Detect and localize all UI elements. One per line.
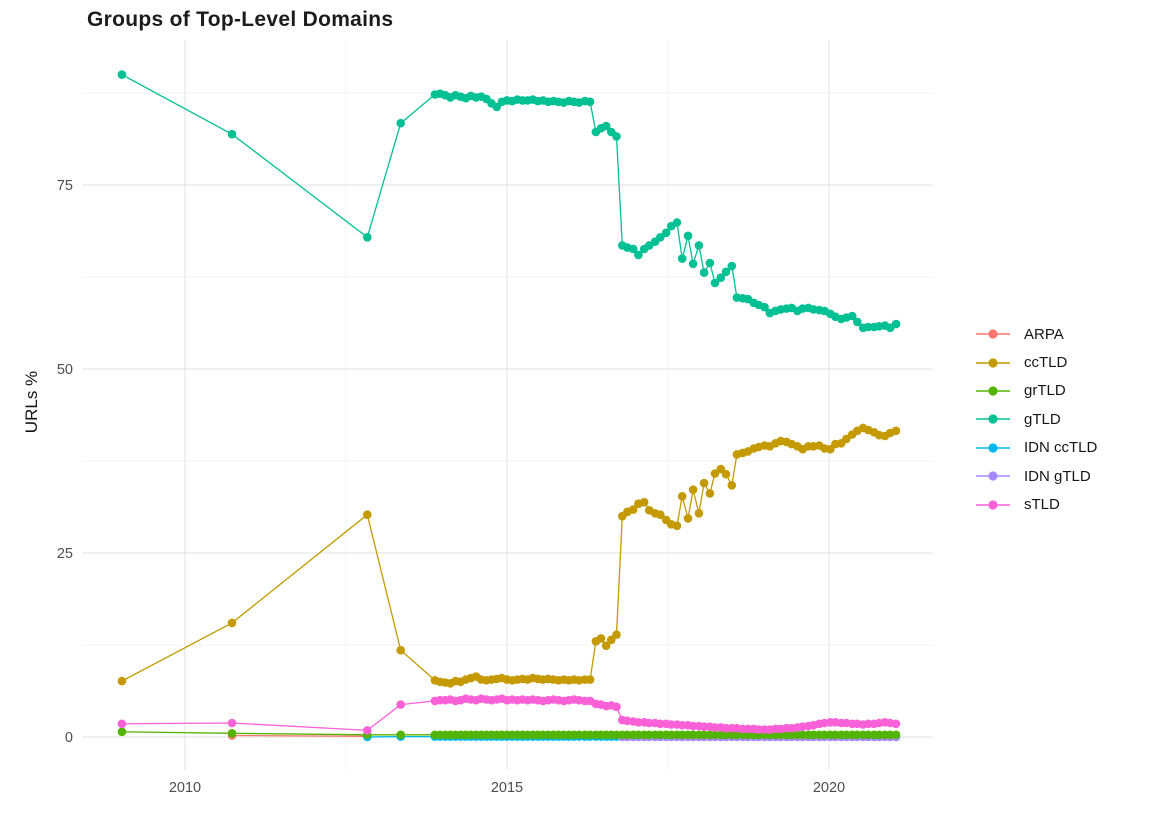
data-point: [612, 702, 621, 712]
legend: ARPA ccTLD grTLD gTLD IDN ccTLD IDN gTLD sTLD: [976, 320, 1097, 519]
legend-item-idn-gtld: IDN gTLD: [976, 462, 1097, 490]
data-point: [672, 218, 682, 227]
data-point: [585, 675, 595, 684]
data-point: [677, 492, 687, 501]
series-cctld: [117, 423, 901, 688]
legend-key-icon: [976, 329, 1010, 339]
x-tick-label: 2020: [813, 780, 845, 796]
series-line: [231, 734, 368, 737]
legend-label: IDN ccTLD: [1024, 439, 1098, 457]
legend-label: gTLD: [1024, 410, 1061, 428]
legend-key-icon: [976, 414, 1010, 424]
data-point: [891, 730, 901, 740]
data-point: [396, 700, 406, 709]
data-point: [683, 514, 693, 523]
data-point: [710, 278, 720, 288]
legend-label: ccTLD: [1024, 354, 1068, 372]
data-point: [117, 727, 127, 737]
data-point: [596, 634, 606, 643]
legend-item-idn-cctld: IDN ccTLD: [976, 434, 1097, 462]
data-point: [363, 510, 372, 519]
legend-item-grtld: grTLD: [976, 377, 1097, 405]
data-point: [661, 228, 671, 238]
legend-label: grTLD: [1024, 382, 1066, 400]
data-point: [363, 726, 372, 735]
y-tick-label: 75: [57, 178, 73, 194]
data-point: [601, 641, 611, 650]
series-arpa: [227, 731, 372, 741]
y-tick-label: 50: [57, 362, 73, 378]
series-line: [121, 74, 897, 329]
data-point: [227, 729, 237, 738]
data-point: [672, 521, 682, 531]
data-point: [634, 250, 643, 260]
legend-key-icon: [976, 443, 1010, 453]
legend-key-icon: [976, 471, 1010, 481]
data-point: [363, 233, 372, 242]
data-point: [585, 97, 595, 107]
data-point: [683, 231, 693, 241]
data-point: [117, 70, 127, 79]
data-point: [656, 233, 665, 242]
series-grtld: [117, 727, 901, 740]
data-point: [705, 258, 715, 268]
data-point: [601, 121, 611, 131]
data-point: [628, 244, 638, 254]
data-point: [699, 268, 709, 277]
data-point: [694, 241, 704, 250]
data-point: [639, 497, 649, 507]
data-point: [612, 630, 621, 639]
chart-title: Groups of Top-Level Domains: [87, 8, 394, 31]
legend-label: ARPA: [1024, 325, 1064, 343]
data-point: [891, 319, 901, 329]
data-point: [612, 132, 621, 141]
data-point: [628, 505, 638, 514]
legend-item-cctld: ccTLD: [976, 348, 1097, 376]
legend-key-icon: [976, 499, 1010, 510]
legend-label: sTLD: [1024, 496, 1060, 514]
data-point: [396, 645, 406, 655]
legend-item-arpa: ARPA: [976, 320, 1097, 348]
data-point: [699, 478, 709, 488]
data-point: [396, 730, 406, 740]
data-point: [853, 317, 862, 327]
data-point: [227, 618, 237, 628]
x-tick-label: 2015: [491, 780, 523, 796]
data-point: [117, 719, 127, 729]
data-point: [891, 426, 901, 436]
data-point: [656, 510, 665, 519]
series-stld: [117, 694, 901, 735]
y-tick-label: 0: [65, 730, 73, 746]
data-point: [721, 267, 731, 277]
data-point: [688, 485, 698, 495]
data-point: [705, 489, 715, 498]
data-point: [117, 676, 127, 686]
series-gtld: [117, 70, 901, 333]
data-point: [847, 311, 857, 321]
legend-key-icon: [976, 357, 1010, 368]
data-point: [716, 273, 726, 283]
data-point: [891, 719, 901, 729]
y-tick-label: 25: [57, 546, 73, 562]
data-point: [227, 718, 237, 728]
data-point: [677, 254, 687, 263]
data-point: [688, 259, 698, 269]
x-tick-label: 2010: [169, 780, 201, 796]
legend-item-gtld: gTLD: [976, 405, 1097, 433]
data-point: [227, 129, 237, 139]
legend-item-stld: sTLD: [976, 490, 1097, 518]
legend-label: IDN gTLD: [1024, 467, 1091, 485]
data-point: [694, 509, 704, 518]
data-point: [760, 302, 769, 312]
data-point: [727, 261, 737, 271]
data-point: [721, 469, 731, 479]
legend-key-icon: [976, 386, 1010, 396]
data-point: [727, 481, 737, 490]
data-point: [396, 118, 406, 128]
